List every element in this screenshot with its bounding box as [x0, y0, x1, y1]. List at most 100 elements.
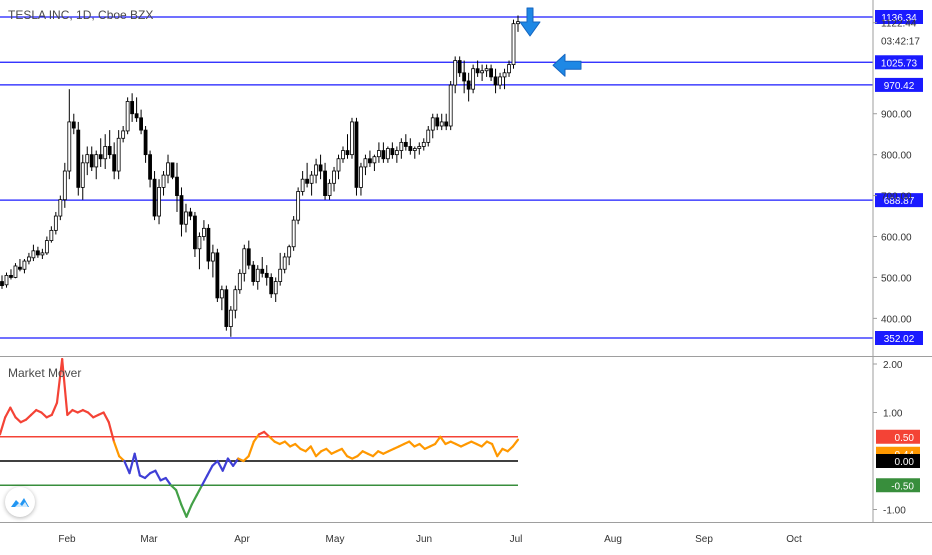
candle-body — [332, 170, 336, 184]
candle-body — [408, 146, 413, 151]
candle-body — [170, 162, 175, 178]
price-tick-label: 400.00 — [881, 314, 912, 325]
indicator-segment — [29, 408, 38, 417]
indicator-tick-label: -1.00 — [883, 506, 906, 517]
price-tick-label: 1122.44 — [881, 19, 917, 30]
indicator-label: -0.50 — [891, 481, 914, 492]
candle-body — [430, 117, 435, 131]
candle-body — [152, 178, 157, 217]
candle-body — [31, 250, 36, 259]
candle-body — [399, 141, 404, 151]
indicator-segment — [123, 459, 131, 475]
chart-title: TESLA INC, 1D, Cboe BZX — [8, 8, 154, 22]
indicator-segment — [175, 489, 183, 506]
candle-body — [354, 121, 359, 188]
time-tick-label: Mar — [140, 534, 158, 545]
candle-body — [435, 117, 440, 127]
candle-body — [444, 121, 449, 127]
price-tick-label: 800.00 — [881, 151, 912, 162]
indicator-segment — [40, 411, 48, 419]
time-tick-label: Jun — [416, 534, 432, 545]
candle-body — [439, 121, 444, 127]
candle-body — [188, 211, 193, 217]
time-tick-label: Sep — [695, 534, 713, 545]
candle-body — [94, 154, 99, 168]
candle-body — [255, 268, 260, 282]
candle-body — [210, 252, 215, 262]
candle-body — [273, 281, 278, 295]
candle-body — [130, 101, 135, 115]
indicator-segment — [226, 457, 235, 467]
candle-body — [44, 240, 49, 254]
indicator-segment — [439, 435, 447, 446]
indicator-segment — [107, 421, 116, 443]
candle-body — [242, 248, 247, 274]
indicator-label-box — [876, 454, 920, 468]
candle-body — [251, 264, 256, 282]
indicator-segment — [0, 416, 7, 436]
time-tick-label: Oct — [786, 534, 802, 545]
candle-body — [215, 252, 220, 299]
candle-body — [157, 186, 161, 217]
candle-body — [4, 274, 9, 286]
candle-body — [323, 170, 327, 196]
indicator-segment — [118, 455, 126, 463]
indicator-label: 0.00 — [895, 457, 915, 468]
candle-body — [237, 272, 242, 291]
indicator-segment — [418, 442, 426, 450]
candle-body — [9, 274, 13, 278]
candle-body — [462, 72, 467, 82]
indicator-segment — [434, 435, 442, 446]
indicator-segment — [66, 408, 74, 417]
indicator-segment — [263, 430, 271, 438]
indicator-segment — [206, 464, 214, 477]
candle-body — [516, 21, 520, 25]
candle-body — [49, 229, 54, 242]
candle-body — [85, 154, 90, 164]
candle-body — [175, 176, 179, 196]
indicator-segment — [309, 445, 318, 458]
candle-body — [453, 60, 458, 86]
indicator-segment — [506, 445, 514, 453]
candle-body — [35, 250, 40, 256]
level-label: 970.42 — [884, 81, 915, 92]
candle-body — [219, 289, 224, 299]
indicator-segment — [9, 406, 17, 419]
price-tick-label: 700.00 — [881, 192, 912, 203]
candle-body — [489, 68, 493, 78]
indicator-segment — [232, 457, 240, 467]
candle-body — [202, 227, 206, 237]
level-label-box — [875, 193, 923, 208]
candle-body — [76, 129, 81, 188]
indicator-segment — [491, 442, 499, 458]
indicator-segment — [216, 459, 224, 472]
indicator-segment — [304, 445, 312, 453]
indicator-title: Market Mover — [8, 366, 82, 380]
candle-body — [161, 174, 166, 188]
candle-body — [287, 246, 292, 258]
candle-body — [89, 154, 94, 168]
indicator-segment — [283, 440, 292, 448]
indicator-segment — [221, 457, 230, 472]
candle-body — [341, 150, 345, 160]
candle-body — [282, 256, 287, 270]
tradingview-logo[interactable] — [5, 487, 35, 517]
candle-body — [412, 148, 417, 151]
candle-body — [493, 76, 498, 86]
level-label-box — [875, 77, 923, 92]
down-arrow-annotation — [519, 7, 541, 37]
indicator-axis: 0.500.440.00-0.502.001.00-1.00 — [873, 360, 920, 517]
candle-body — [80, 162, 85, 188]
candle-body — [507, 64, 511, 74]
price-tick-label: 500.00 — [881, 273, 912, 284]
candle-body — [193, 215, 197, 250]
candle-body — [228, 309, 233, 327]
candle-body — [121, 130, 126, 139]
time-axis: Feb Mar Apr May Jun Jul Aug Sep Oct — [58, 534, 802, 545]
indicator-segment — [480, 440, 489, 448]
indicator-segment — [268, 435, 276, 443]
candle-body — [22, 260, 27, 270]
candle-body — [300, 178, 305, 192]
